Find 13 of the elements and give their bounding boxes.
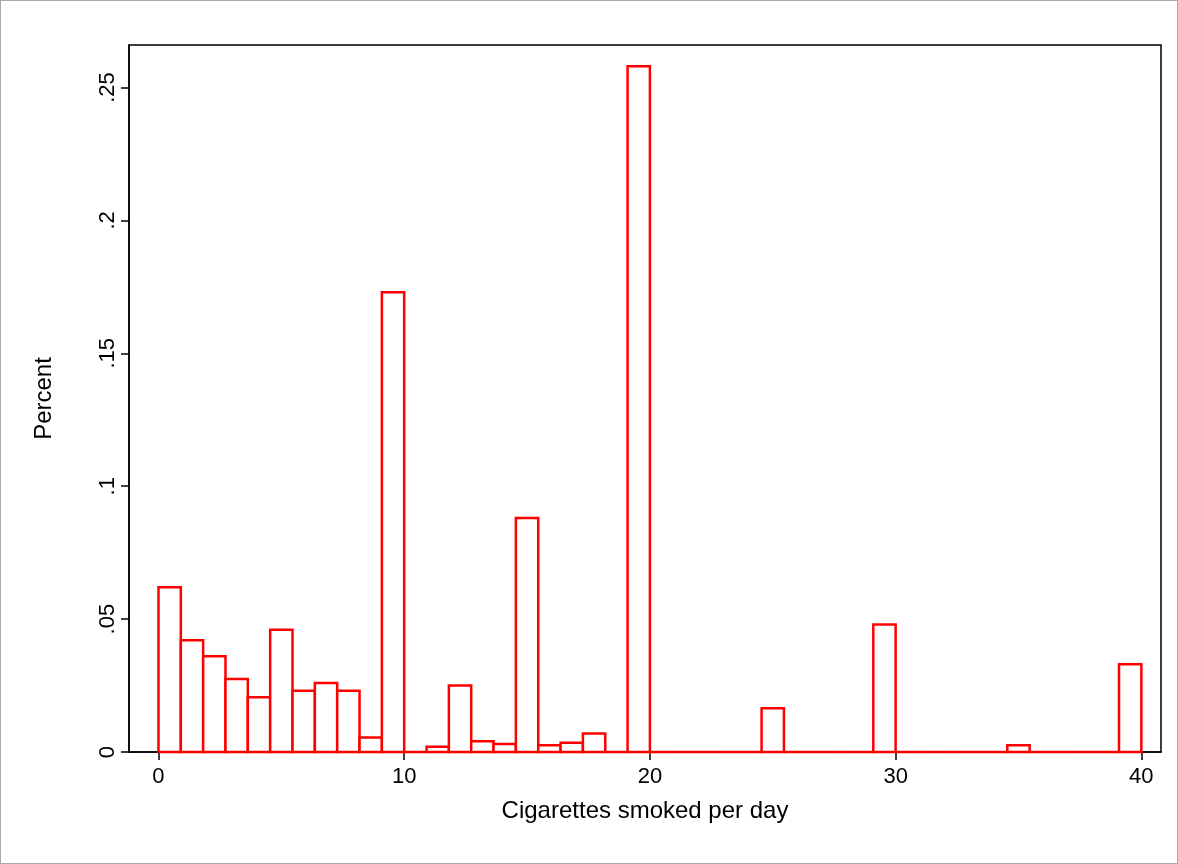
y-tick-label: .25 (93, 72, 119, 103)
y-tick-label: .1 (93, 477, 119, 496)
x-tick-label: 30 (883, 762, 908, 788)
y-tick-label: .2 (93, 211, 119, 230)
x-tick-label: 0 (152, 762, 165, 788)
x-tick-label: 20 (637, 762, 663, 788)
y-tick-label: 0 (93, 745, 119, 759)
x-axis-title: Cigarettes smoked per day (501, 795, 789, 823)
y-axis-title: Percent (28, 356, 56, 440)
y-tick-label: .15 (93, 338, 119, 369)
x-tick-label: 40 (1129, 762, 1154, 788)
y-tick-label: .05 (93, 603, 119, 635)
x-tick-label: 10 (391, 762, 417, 788)
